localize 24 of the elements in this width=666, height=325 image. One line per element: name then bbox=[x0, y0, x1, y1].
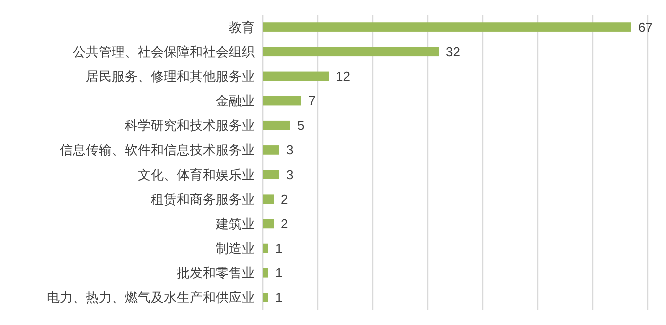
data-label: 1 bbox=[276, 266, 283, 281]
y-tick-label: 制造业 bbox=[216, 241, 255, 256]
y-tick-label: 建筑业 bbox=[215, 216, 255, 232]
data-label: 32 bbox=[446, 44, 460, 60]
data-label: 2 bbox=[281, 192, 288, 207]
y-tick-label: 公共管理、社会保障和社会组织 bbox=[73, 44, 255, 60]
data-label: 1 bbox=[276, 241, 283, 256]
y-tick-label: 科学研究和技术服务业 bbox=[125, 118, 255, 134]
data-label: 3 bbox=[286, 167, 294, 182]
y-tick-label: 教育 bbox=[229, 20, 255, 35]
y-tick-label: 金融业 bbox=[216, 94, 255, 109]
data-label: 3 bbox=[286, 142, 294, 158]
data-label: 1 bbox=[276, 290, 283, 306]
y-tick-label: 批发和零售业 bbox=[177, 266, 255, 281]
y-tick-label: 信息传输、软件和信息技术服务业 bbox=[60, 142, 255, 158]
y-tick-label: 租赁和商务服务业 bbox=[151, 192, 255, 207]
data-label: 12 bbox=[336, 68, 350, 84]
y-tick-label: 文化、体育和娱乐业 bbox=[138, 167, 255, 182]
data-label: 2 bbox=[281, 216, 288, 232]
data-label: 7 bbox=[308, 94, 316, 109]
data-label: 5 bbox=[298, 118, 305, 134]
data-label: 67 bbox=[638, 20, 653, 35]
y-tick-label: 电力、热力、燃气及水生产和供应业 bbox=[47, 290, 255, 306]
y-tick-label: 居民服务、修理和其他服务业 bbox=[86, 68, 255, 84]
